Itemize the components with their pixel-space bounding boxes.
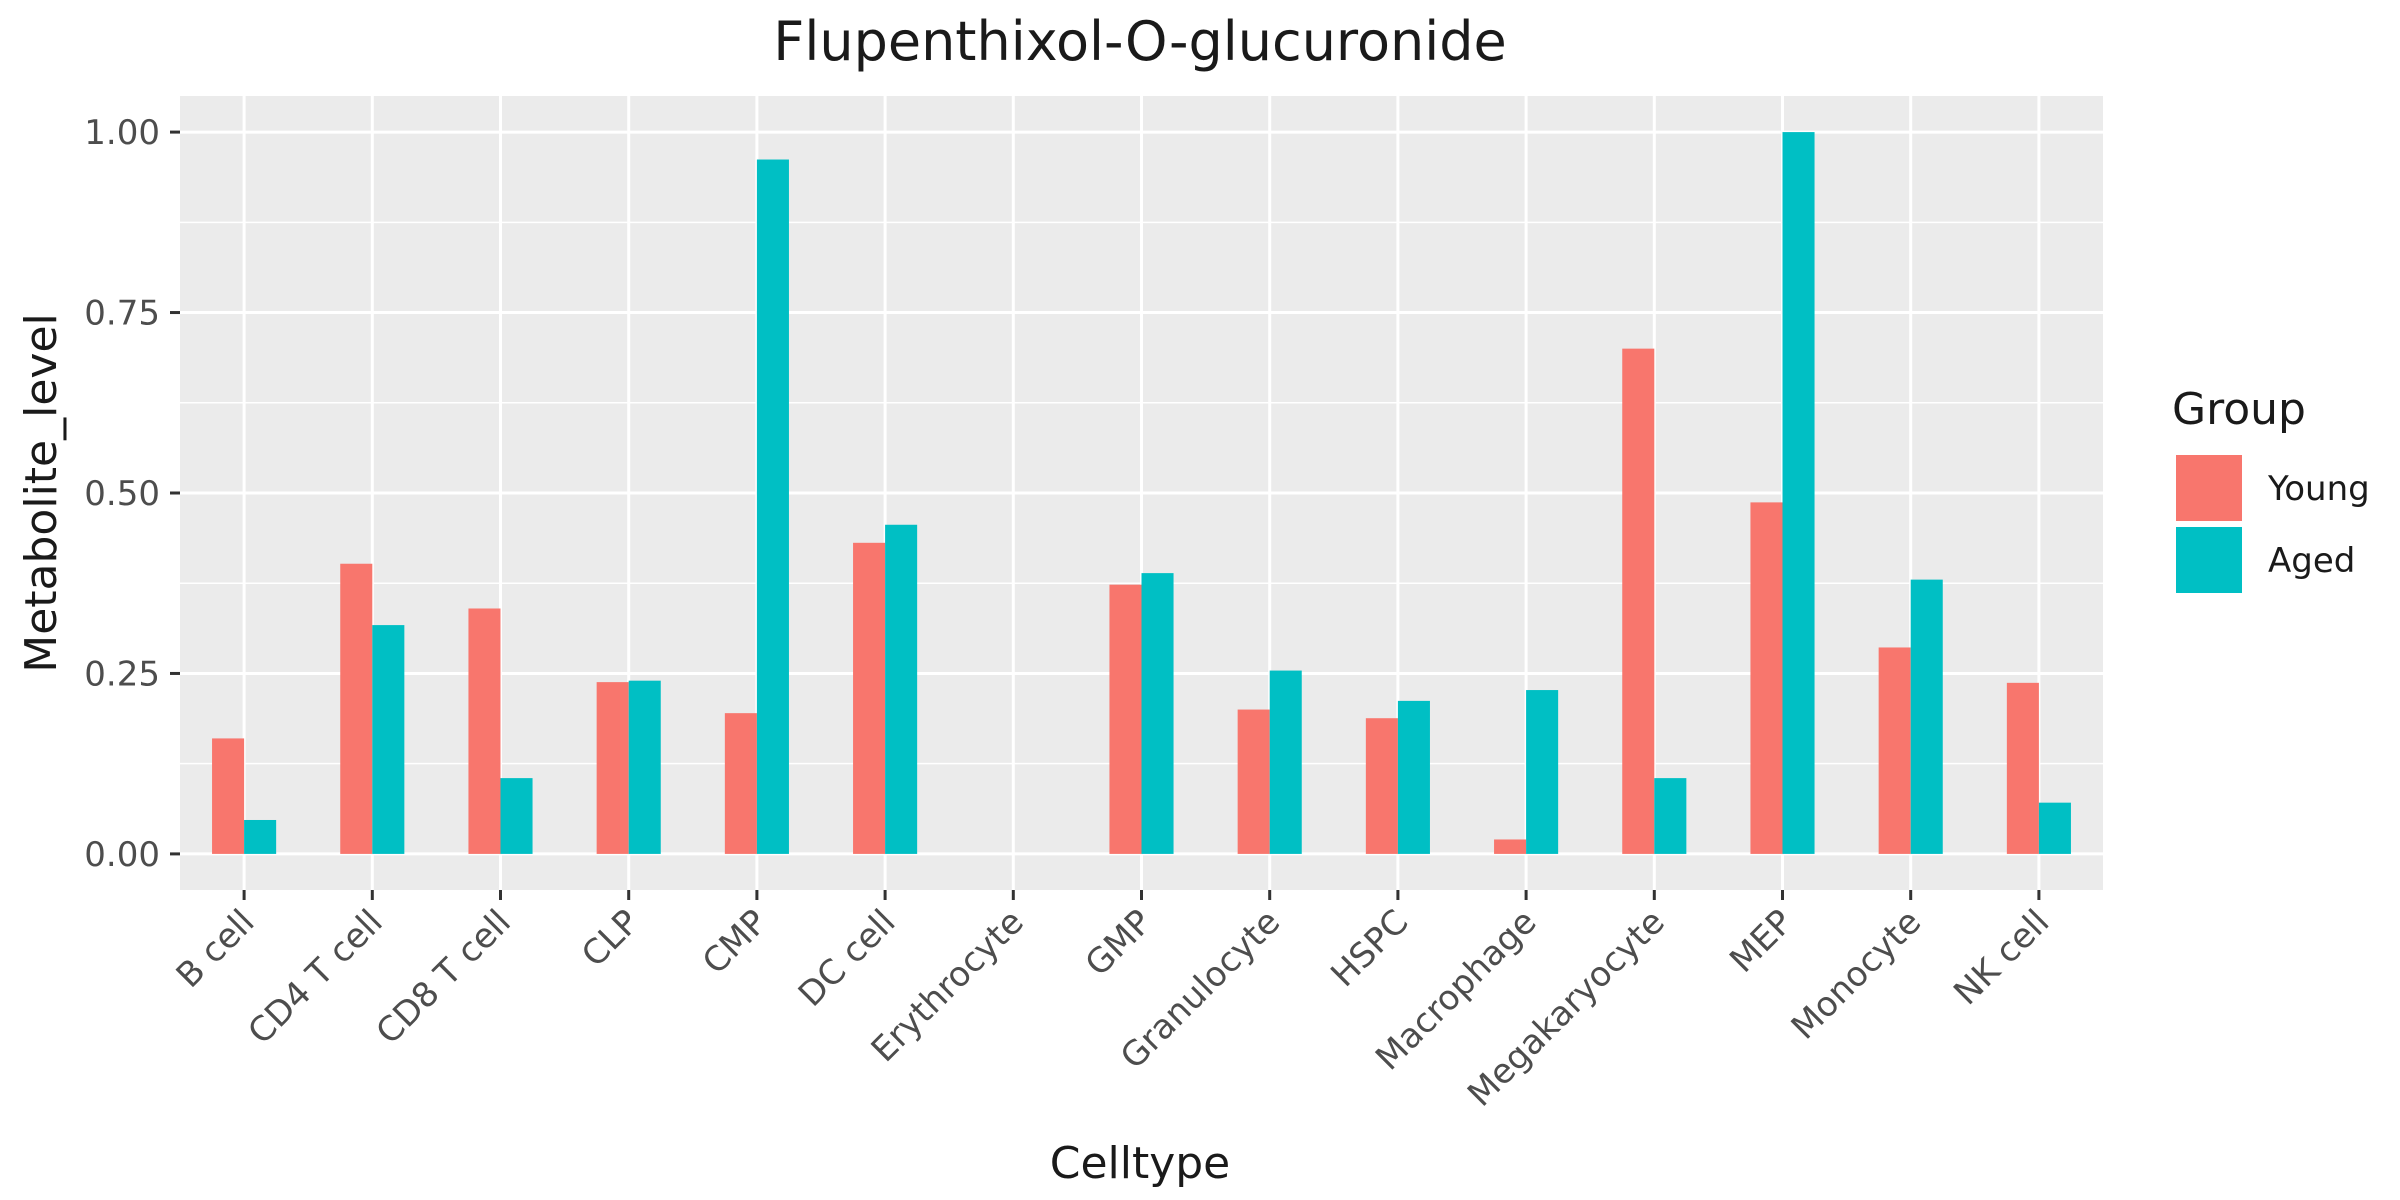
bar-aged-monocyte xyxy=(1910,579,1943,854)
bar-young-cd4-t-cell xyxy=(340,563,373,854)
x-tick-label: DC cell xyxy=(791,902,904,1015)
y-tick-label: 0.25 xyxy=(84,654,160,694)
bar-aged-hspc xyxy=(1397,700,1430,854)
legend-title: Group xyxy=(2172,384,2306,435)
x-tick-label: GMP xyxy=(1078,902,1160,984)
bar-aged-dc-cell xyxy=(885,524,918,854)
bar-aged-clp xyxy=(628,680,661,854)
bar-young-granulocyte xyxy=(1237,709,1270,854)
bar-young-gmp xyxy=(1109,584,1142,854)
x-tick-label: CLP xyxy=(574,902,647,975)
y-tick-label: 0.00 xyxy=(84,835,160,875)
bar-young-mep xyxy=(1750,502,1783,854)
x-tick-label: MEP xyxy=(1722,902,1801,981)
bar-aged-b-cell xyxy=(244,819,277,854)
bar-young-macrophage xyxy=(1494,839,1527,854)
legend-items: Young Aged xyxy=(2176,455,2370,593)
bar-young-b-cell xyxy=(212,738,245,854)
y-axis-title: Metabolite_level xyxy=(16,313,67,673)
legend-key-aged xyxy=(2176,527,2242,593)
bar-aged-megakaryocyte xyxy=(1654,778,1687,854)
x-tick-label: B cell xyxy=(169,902,263,996)
x-tick-label: Monocyte xyxy=(1784,902,1929,1047)
x-tick-label: NK cell xyxy=(1946,902,2057,1013)
bar-aged-mep xyxy=(1782,132,1815,854)
bar-young-megakaryocyte xyxy=(1622,348,1655,854)
legend-key-young xyxy=(2176,455,2242,521)
bar-young-clp xyxy=(596,682,629,854)
bar-aged-cd8-t-cell xyxy=(500,778,533,854)
bar-aged-macrophage xyxy=(1526,690,1559,854)
bar-aged-cd4-t-cell xyxy=(372,625,405,854)
legend: Group Young Aged xyxy=(2172,384,2370,593)
x-tick-label: HSPC xyxy=(1323,902,1416,995)
x-axis-title: Celltype xyxy=(1050,1138,1231,1189)
bar-young-dc-cell xyxy=(853,542,886,854)
y-tick-label: 1.00 xyxy=(84,113,160,153)
x-tick-label: CD4 T cell xyxy=(240,902,390,1052)
bar-aged-nk-cell xyxy=(2038,802,2071,854)
bar-young-cd8-t-cell xyxy=(468,608,501,854)
bar-young-nk-cell xyxy=(2006,682,2039,854)
y-axis: 0.00 0.25 0.50 0.75 1.00 xyxy=(84,113,180,875)
bar-young-hspc xyxy=(1365,718,1398,854)
bar-aged-granulocyte xyxy=(1269,670,1302,854)
legend-label-aged: Aged xyxy=(2268,541,2355,581)
bar-aged-gmp xyxy=(1141,573,1174,854)
x-tick-label: CD8 T cell xyxy=(369,902,519,1052)
bar-young-monocyte xyxy=(1878,647,1911,854)
bar-young-cmp xyxy=(724,713,757,854)
bars xyxy=(212,132,2071,854)
y-tick-label: 0.50 xyxy=(84,474,160,514)
bar-aged-cmp xyxy=(756,159,789,854)
x-tick-label: CMP xyxy=(695,902,775,982)
legend-label-young: Young xyxy=(2267,469,2370,509)
y-tick-label: 0.75 xyxy=(84,294,160,334)
chart-title: Flupenthixol-O-glucuronide xyxy=(773,10,1506,73)
